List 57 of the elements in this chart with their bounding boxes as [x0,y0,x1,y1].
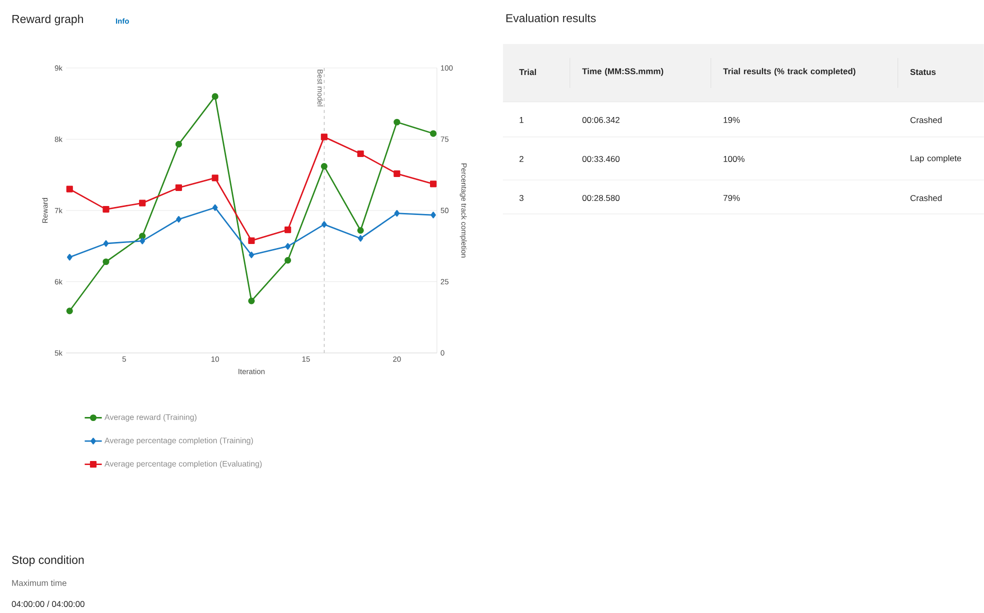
point [430,130,437,137]
point [284,257,292,264]
point [357,227,364,234]
text: 00:28.580 [582,195,620,202]
text: Lap complete [910,155,962,163]
text: 04:00:00 / 04:00:00 [12,600,84,608]
text: 19% [724,117,740,124]
point [284,226,292,234]
point [139,232,146,240]
legend-label: Average percentage completion (Training) [104,437,253,445]
point [103,240,109,247]
text: Maximum time [12,580,66,586]
text: Time (MM:SS.mmm) [582,68,664,76]
point [175,184,182,192]
point [394,118,400,126]
point [66,308,73,314]
text: Status [910,69,936,76]
point [212,204,218,211]
point [320,163,328,170]
point [394,170,400,178]
point [248,237,255,244]
chart-title: Reward graph [12,14,83,26]
legend-label: Average reward (Training) [104,414,196,422]
point [176,216,182,223]
point [175,140,182,148]
legend-label: Average percentage completion (Evaluating) [104,460,262,468]
text: 00:06.342 [582,117,620,124]
text: Crashed [910,116,942,124]
point [430,180,437,188]
point [66,186,73,192]
text: Stop condition [12,556,84,566]
point [212,93,218,100]
text: Evaluation results [506,14,596,22]
point [320,134,328,140]
point [430,212,436,218]
point [394,210,400,217]
text: Trial [519,68,536,76]
point [285,243,290,250]
text: 3 [519,195,524,202]
point [322,221,327,228]
text: 00:33.460 [582,156,620,162]
text: Trial results (% track completed) [723,68,856,76]
point [357,150,364,158]
text: Crashed [910,194,942,202]
point [212,174,218,182]
point [102,206,110,213]
text: 100% [724,156,744,162]
text: 2 [520,156,524,162]
point [139,200,146,206]
text: 79% [724,195,740,202]
point [102,258,110,266]
point [140,238,146,244]
point [248,298,255,304]
point [248,252,254,258]
point [358,235,364,242]
text: 1 [520,117,524,123]
point [66,254,72,261]
